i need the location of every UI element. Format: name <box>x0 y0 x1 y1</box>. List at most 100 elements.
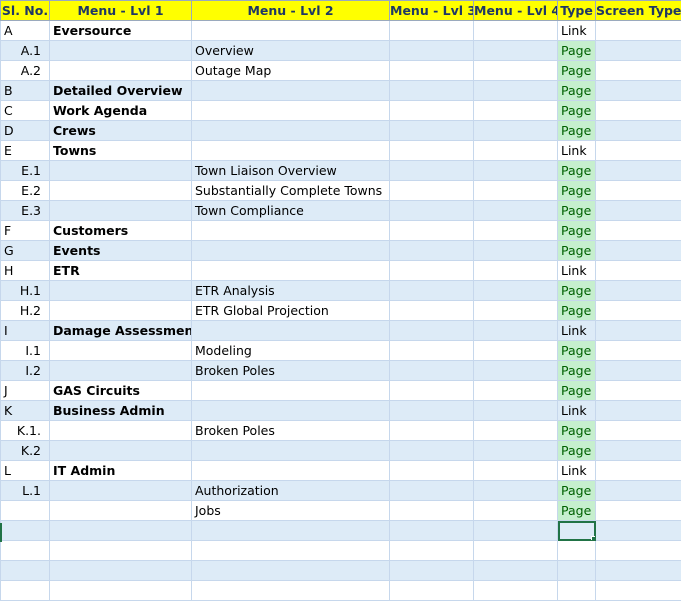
cell-menu-lvl2[interactable]: ETR Analysis <box>191 280 390 301</box>
cell-screen-type[interactable] <box>595 560 681 581</box>
cell-type[interactable]: Link <box>557 140 596 161</box>
cell-menu-lvl2[interactable] <box>191 260 390 281</box>
cell-menu-lvl3[interactable] <box>389 460 474 481</box>
cell-menu-lvl1[interactable]: GAS Circuits <box>49 380 192 401</box>
cell-menu-lvl2[interactable]: Broken Poles <box>191 420 390 441</box>
cell-menu-lvl4[interactable] <box>473 300 558 321</box>
cell-menu-lvl4[interactable] <box>473 420 558 441</box>
cell-menu-lvl4[interactable] <box>473 180 558 201</box>
header-type[interactable]: Type <box>557 0 596 21</box>
cell-sl-no[interactable]: H <box>0 260 50 281</box>
cell-menu-lvl4[interactable] <box>473 260 558 281</box>
header-menu-lvl4[interactable]: Menu - Lvl 4 <box>473 0 558 21</box>
cell-sl-no[interactable]: I <box>0 320 50 341</box>
cell-menu-lvl3[interactable] <box>389 400 474 421</box>
cell-menu-lvl3[interactable] <box>389 100 474 121</box>
cell-menu-lvl4[interactable] <box>473 480 558 501</box>
cell-menu-lvl1[interactable]: Damage Assessment <box>49 320 192 341</box>
cell-menu-lvl2[interactable] <box>191 100 390 121</box>
cell-menu-lvl1[interactable] <box>49 520 192 541</box>
cell-menu-lvl2[interactable] <box>191 440 390 461</box>
cell-menu-lvl4[interactable] <box>473 200 558 221</box>
cell-menu-lvl3[interactable] <box>389 580 474 601</box>
cell-menu-lvl2[interactable] <box>191 460 390 481</box>
cell-menu-lvl1[interactable] <box>49 360 192 381</box>
cell-menu-lvl3[interactable] <box>389 280 474 301</box>
cell-sl-no[interactable]: E.2 <box>0 180 50 201</box>
cell-menu-lvl4[interactable] <box>473 500 558 521</box>
cell-menu-lvl2[interactable]: Jobs <box>191 500 390 521</box>
cell-menu-lvl1[interactable] <box>49 560 192 581</box>
cell-screen-type[interactable] <box>595 40 681 61</box>
cell-menu-lvl4[interactable] <box>473 280 558 301</box>
cell-menu-lvl4[interactable] <box>473 320 558 341</box>
cell-menu-lvl2[interactable] <box>191 20 390 41</box>
cell-sl-no[interactable]: L <box>0 460 50 481</box>
cell-sl-no[interactable]: H.2 <box>0 300 50 321</box>
cell-menu-lvl4[interactable] <box>473 60 558 81</box>
cell-menu-lvl1[interactable] <box>49 420 192 441</box>
cell-menu-lvl1[interactable]: IT Admin <box>49 460 192 481</box>
cell-menu-lvl3[interactable] <box>389 200 474 221</box>
cell-type[interactable]: Link <box>557 320 596 341</box>
cell-sl-no[interactable]: B <box>0 80 50 101</box>
cell-menu-lvl1[interactable] <box>49 480 192 501</box>
cell-screen-type[interactable] <box>595 380 681 401</box>
cell-menu-lvl2[interactable]: Overview <box>191 40 390 61</box>
cell-menu-lvl4[interactable] <box>473 160 558 181</box>
cell-menu-lvl1[interactable]: Customers <box>49 220 192 241</box>
cell-menu-lvl4[interactable] <box>473 440 558 461</box>
cell-menu-lvl4[interactable] <box>473 520 558 541</box>
cell-type[interactable]: Page <box>557 160 596 181</box>
cell-menu-lvl3[interactable] <box>389 540 474 561</box>
cell-menu-lvl4[interactable] <box>473 240 558 261</box>
cell-menu-lvl2[interactable] <box>191 120 390 141</box>
cell-menu-lvl4[interactable] <box>473 340 558 361</box>
cell-type[interactable]: Link <box>557 460 596 481</box>
cell-menu-lvl3[interactable] <box>389 500 474 521</box>
cell-menu-lvl3[interactable] <box>389 320 474 341</box>
cell-screen-type[interactable] <box>595 340 681 361</box>
cell-menu-lvl3[interactable] <box>389 20 474 41</box>
cell-type[interactable]: Page <box>557 360 596 381</box>
header-menu-lvl2[interactable]: Menu - Lvl 2 <box>191 0 390 21</box>
cell-sl-no[interactable]: A.1 <box>0 40 50 61</box>
cell-sl-no[interactable]: L.1 <box>0 480 50 501</box>
cell-screen-type[interactable] <box>595 100 681 121</box>
cell-menu-lvl1[interactable]: ETR <box>49 260 192 281</box>
cell-sl-no[interactable]: A <box>0 20 50 41</box>
cell-sl-no[interactable]: H.1 <box>0 280 50 301</box>
cell-type[interactable]: Page <box>557 500 596 521</box>
cell-type[interactable]: Page <box>557 220 596 241</box>
cell-screen-type[interactable] <box>595 200 681 221</box>
cell-menu-lvl4[interactable] <box>473 120 558 141</box>
cell-type[interactable]: Page <box>557 40 596 61</box>
cell-sl-no[interactable]: I.1 <box>0 340 50 361</box>
cell-screen-type[interactable] <box>595 20 681 41</box>
cell-menu-lvl4[interactable] <box>473 540 558 561</box>
cell-type[interactable]: Page <box>557 380 596 401</box>
cell-type[interactable]: Page <box>557 300 596 321</box>
cell-type[interactable]: Page <box>557 480 596 501</box>
cell-menu-lvl1[interactable] <box>49 280 192 301</box>
cell-screen-type[interactable] <box>595 580 681 601</box>
cell-screen-type[interactable] <box>595 500 681 521</box>
cell-menu-lvl1[interactable] <box>49 300 192 321</box>
cell-menu-lvl4[interactable] <box>473 40 558 61</box>
cell-type[interactable]: Page <box>557 420 596 441</box>
cell-menu-lvl2[interactable] <box>191 520 390 541</box>
cell-menu-lvl3[interactable] <box>389 180 474 201</box>
cell-type[interactable]: Page <box>557 60 596 81</box>
cell-type[interactable]: Page <box>557 200 596 221</box>
cell-menu-lvl2[interactable]: Outage Map <box>191 60 390 81</box>
cell-menu-lvl4[interactable] <box>473 380 558 401</box>
cell-menu-lvl1[interactable] <box>49 500 192 521</box>
cell-menu-lvl3[interactable] <box>389 340 474 361</box>
cell-menu-lvl3[interactable] <box>389 120 474 141</box>
cell-type[interactable]: Page <box>557 340 596 361</box>
cell-menu-lvl2[interactable] <box>191 220 390 241</box>
cell-menu-lvl2[interactable] <box>191 80 390 101</box>
cell-menu-lvl1[interactable]: Eversource <box>49 20 192 41</box>
cell-menu-lvl1[interactable] <box>49 200 192 221</box>
cell-screen-type[interactable] <box>595 60 681 81</box>
